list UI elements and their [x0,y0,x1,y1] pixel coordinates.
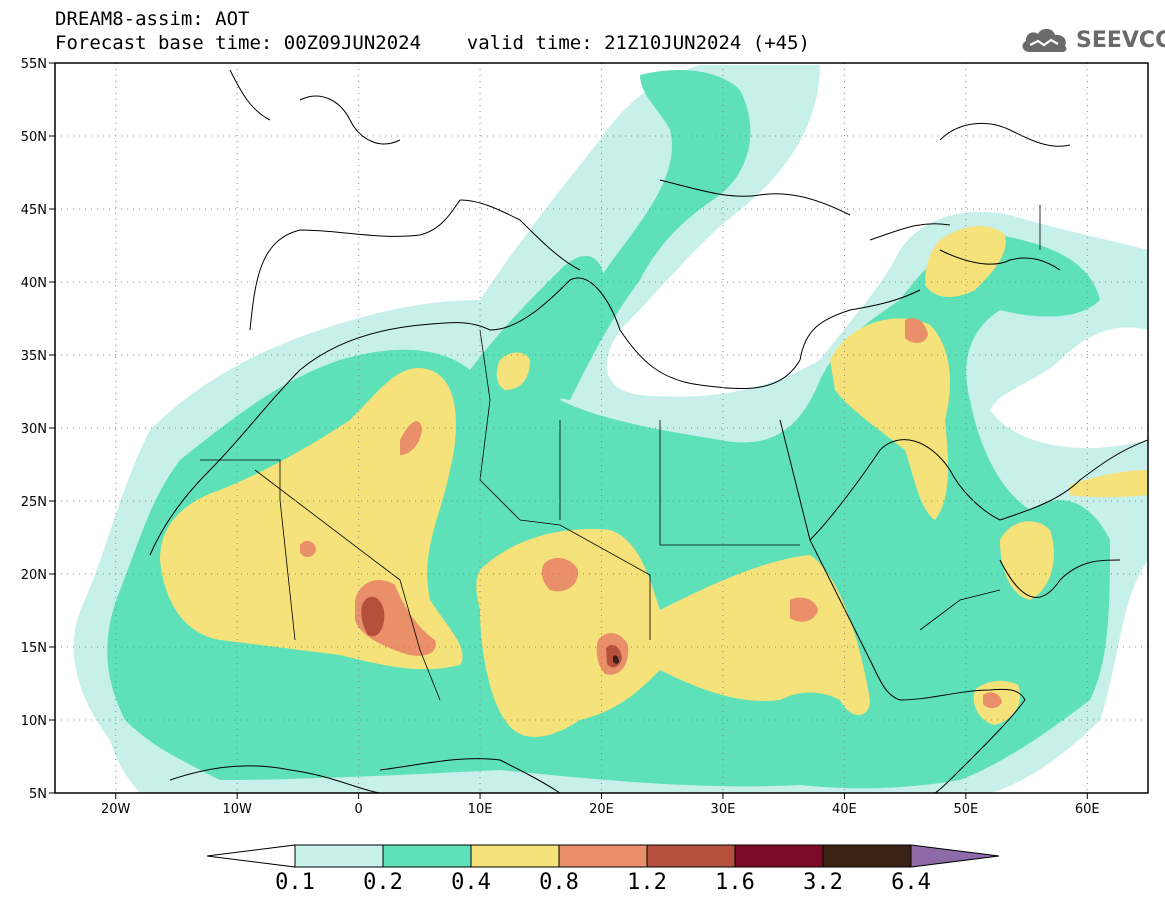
colorbar-label: 0.8 [539,870,579,895]
y-tick-label: 55N [21,57,47,72]
x-tick-label: 40E [832,802,857,817]
x-tick-label: 10W [222,802,252,817]
colorbar-over-arrow [910,844,1000,868]
y-tick-label: 35N [21,349,47,364]
x-tick-label: 50E [953,802,978,817]
seevccc-logo: SEEVCCC [1018,22,1165,58]
colorbar-swatch [470,844,560,868]
y-tick-label: 5N [29,787,47,802]
aot-contour-0.4 [1070,470,1148,498]
colorbar-swatch [294,844,384,868]
y-tick-label: 40N [21,276,47,291]
colorbar-label: 1.2 [627,870,667,895]
aot-contour-0.4 [1000,521,1054,600]
colorbar-swatch [822,844,912,868]
x-tick-label: 0 [354,802,362,817]
x-tick-label: 20E [589,802,614,817]
colorbar-label: 0.4 [451,870,491,895]
aot-contour-3.2 [613,655,619,664]
y-tick-label: 20N [21,568,47,583]
colorbar [206,844,1000,868]
colorbar-label: 6.4 [891,870,931,895]
forecast-times: Forecast base time: 00Z09JUN2024 valid t… [55,32,810,54]
y-tick-label: 30N [21,422,47,437]
aot-contour-0.8 [541,558,579,592]
aot-contour-0.4 [830,318,950,520]
aot-contour-0.8 [905,318,928,343]
aot-contour-0.8 [400,421,422,455]
colorbar-swatch [382,844,472,868]
aot-contour-1.2 [361,596,385,637]
aot-field [55,63,1148,793]
colorbar-under-arrow [206,844,296,868]
aot-contour-0.8 [790,597,818,622]
aot-contour-0.8 [983,692,1002,709]
latitude-axis: 5N 10N 15N 20N 25N 30N 35N 40N 45N 50N 55N [21,57,55,802]
gridlines [55,63,1148,793]
colorbar-label: 3.2 [803,870,843,895]
x-tick-label: 30E [711,802,736,817]
aot-contour-0.4 [496,352,530,390]
colorbar-swatch [734,844,824,868]
colorbar-swatch [558,844,648,868]
aot-contour-0.8 [300,540,316,558]
cloud-icon [1022,28,1067,52]
y-tick-label: 25N [21,495,47,510]
colorbar-label: 1.6 [715,870,755,895]
y-tick-label: 50N [21,130,47,145]
aot-contour-0.2 [540,70,751,400]
country-borders [200,205,1041,701]
colorbar-label: 0.1 [275,870,315,895]
longitude-axis: 20W 10W 0 10E 20E 30E 40E 50E 60E [101,793,1100,817]
colorbar-swatch [646,844,736,868]
x-tick-label: 60E [1075,802,1100,817]
y-tick-label: 45N [21,203,47,218]
colorbar-label: 0.2 [363,870,403,895]
y-tick-label: 10N [21,714,47,729]
x-tick-label: 10E [468,802,493,817]
coastlines [149,69,1148,793]
x-tick-label: 20W [101,802,131,817]
y-tick-label: 15N [21,641,47,656]
map-title: DREAM8-assim: AOT [55,8,250,30]
logo-text: SEEVCCC [1076,27,1165,53]
